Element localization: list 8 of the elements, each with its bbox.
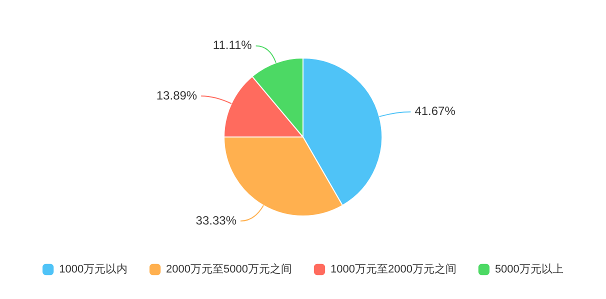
data-label: 11.11% <box>212 38 252 52</box>
data-label: 13.89% <box>156 88 198 102</box>
legend-label: 2000万元至5000万元之间 <box>166 262 292 276</box>
data-label: 33.33% <box>196 213 237 228</box>
data-label: 41.67% <box>414 104 456 118</box>
legend-label: 5000万元以上 <box>494 262 564 276</box>
legend-label: 1000万元以内 <box>59 262 128 276</box>
legend-label: 1000万元至2000万元之间 <box>330 262 456 276</box>
